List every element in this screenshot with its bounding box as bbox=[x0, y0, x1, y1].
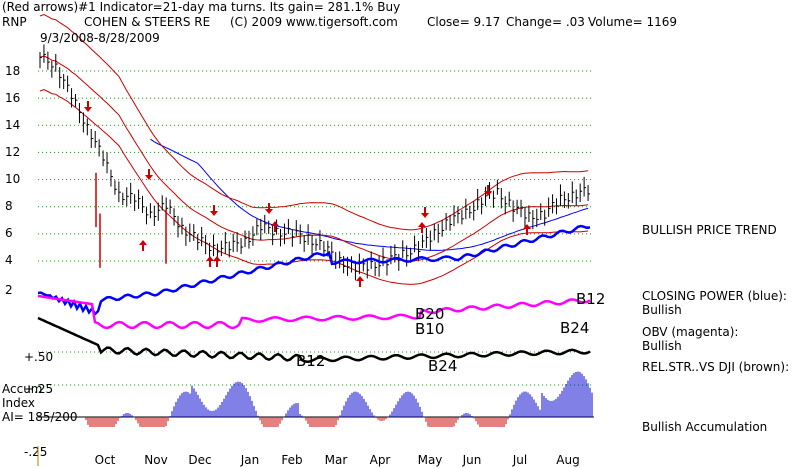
accum-status: Bullish Accumulation bbox=[642, 420, 768, 434]
month-label: Aug bbox=[556, 453, 579, 467]
sell-arrow bbox=[484, 185, 492, 196]
buy-arrow bbox=[523, 224, 531, 235]
obv-line bbox=[37, 294, 591, 330]
sell-arrow bbox=[421, 207, 429, 218]
accum-tick-label: +.50 bbox=[24, 350, 53, 364]
signal-label: B10 bbox=[415, 320, 444, 338]
buy-arrow bbox=[206, 256, 214, 267]
buy-arrow bbox=[356, 276, 364, 287]
accum-label-2: Index bbox=[2, 396, 36, 410]
price-tick-label: 12 bbox=[5, 145, 20, 159]
price-bars bbox=[39, 44, 591, 281]
price-tick-label: 10 bbox=[5, 172, 20, 186]
price-tick-label: 14 bbox=[5, 118, 20, 132]
accum-tick-label: -.25 bbox=[24, 445, 47, 459]
signal-label: B12 bbox=[296, 352, 325, 370]
month-label: Jun bbox=[462, 453, 482, 467]
price-tick-label: 6 bbox=[5, 226, 13, 240]
price-tick-label: 18 bbox=[5, 64, 20, 78]
header-copyright: (C) 2009 www.tigersoft.com bbox=[230, 15, 398, 29]
header-close: Close= 9.17 bbox=[427, 15, 501, 29]
accumulation-histogram bbox=[85, 371, 593, 427]
closing-power-label: CLOSING POWER (blue): bbox=[642, 289, 787, 303]
month-label: May bbox=[418, 453, 443, 467]
power-lines bbox=[37, 224, 591, 364]
month-label: Dec bbox=[188, 453, 211, 467]
month-label: Nov bbox=[144, 453, 167, 467]
month-label: Jul bbox=[512, 453, 527, 467]
header-indicator: (Red arrows)#1 Indicator=21-day ma turns… bbox=[2, 0, 401, 14]
closing-power-line bbox=[37, 224, 591, 316]
sell-arrow bbox=[84, 101, 92, 112]
month-label: Apr bbox=[370, 453, 391, 467]
header-ticker: RNP bbox=[2, 15, 27, 29]
relstr-label: REL.STR..VS DJI (brown): bbox=[642, 360, 790, 374]
price-tick-label: 16 bbox=[5, 91, 20, 105]
month-label: Oct bbox=[95, 453, 116, 467]
month-label: Mar bbox=[325, 453, 348, 467]
sell-arrow bbox=[210, 205, 218, 216]
axis-labels: 18 16 14 12 10 8 6 4 2 +.50 +.25 -.25 Oct Nov Dec Jan Fe… bbox=[5, 64, 605, 467]
header-date-range: 9/3/2008-8/28/2009 bbox=[40, 31, 160, 45]
sell-arrow bbox=[265, 203, 273, 214]
buy-arrow bbox=[139, 240, 147, 251]
signal-label: B24 bbox=[428, 357, 457, 375]
signal-label: B20 bbox=[415, 305, 444, 323]
signal-arrows bbox=[84, 101, 531, 287]
price-gridlines bbox=[38, 70, 594, 418]
obv-label: OBV (magenta): bbox=[642, 325, 739, 339]
header-change: Change= .03 bbox=[506, 15, 585, 29]
accum-label-3: AI= 185/200 bbox=[2, 410, 78, 424]
month-label: Jan bbox=[240, 453, 260, 467]
signal-label: B12 bbox=[576, 290, 605, 308]
sell-arrow bbox=[145, 169, 153, 180]
price-tick-label: 8 bbox=[5, 199, 13, 213]
price-bands bbox=[39, 13, 589, 285]
month-label: Feb bbox=[281, 453, 302, 467]
signal-label: B24 bbox=[560, 319, 589, 337]
header-volume: Volume= 1169 bbox=[588, 15, 678, 29]
ma21-line bbox=[39, 55, 589, 262]
obv-status: Bullish bbox=[642, 339, 682, 353]
accum-tick-label: +.25 bbox=[24, 382, 53, 396]
header-company: COHEN & STEERS RE bbox=[84, 15, 211, 29]
price-tick-label: 4 bbox=[5, 253, 13, 267]
trend-label: BULLISH PRICE TREND bbox=[642, 223, 777, 237]
buy-arrow bbox=[418, 222, 426, 233]
closing-power-status: Bullish bbox=[642, 303, 682, 317]
buy-arrow bbox=[271, 221, 279, 232]
lower-band-line bbox=[39, 88, 589, 285]
buy-arrow bbox=[213, 256, 221, 267]
price-tick-label: 2 bbox=[5, 283, 13, 297]
accum-label-1: Accum bbox=[2, 382, 43, 396]
relstr-line bbox=[37, 316, 591, 364]
ma50-line bbox=[150, 138, 589, 251]
moving-averages bbox=[150, 138, 589, 251]
upper-band-line bbox=[39, 13, 589, 231]
